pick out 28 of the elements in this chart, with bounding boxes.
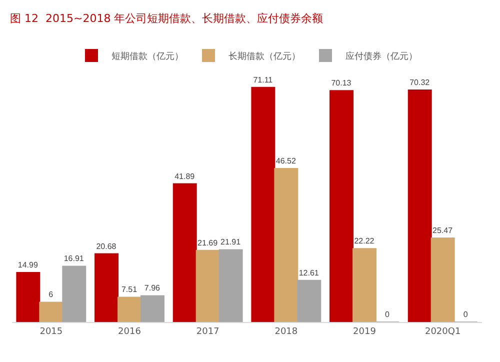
x-tick-label: 2019 [353,326,376,337]
x-tick-label: 2015 [40,326,63,337]
legend-label: 长期借款（亿元） [228,51,300,62]
data-label: 0 [463,310,468,319]
data-label: 0 [384,310,390,319]
data-label: 7.96 [144,284,161,293]
data-label: 20.68 [96,242,117,251]
data-label: 21.69 [198,238,218,248]
data-label: 70.13 [331,78,352,88]
data-label: 25.47 [432,226,454,235]
data-label: 41.89 [174,172,196,181]
x-tick-label: 2017 [196,326,220,337]
data-label: 7.51 [121,285,138,294]
data-label: 14.99 [18,260,38,270]
data-label: 21.91 [220,238,242,247]
x-tick-label: 2018 [274,326,298,337]
legend-label: 应付债券（亿元） [346,51,418,62]
x-tick-label: 2016 [118,326,142,337]
x-tick-label: 2020Q1 [424,326,461,337]
data-label: 16.91 [64,254,84,264]
data-label: 71.11 [253,75,274,84]
data-label: 70.32 [410,78,430,87]
data-label: 12.61 [298,268,320,278]
data-label: 46.52 [276,156,296,166]
data-label: 22.22 [354,236,375,246]
chart-title: 图 12 2015~2018 年公司短期借款、长期借款、应付债券余额 [10,12,324,26]
legend-label: 短期借款（亿元） [112,51,184,62]
data-label: 6 [48,290,54,300]
